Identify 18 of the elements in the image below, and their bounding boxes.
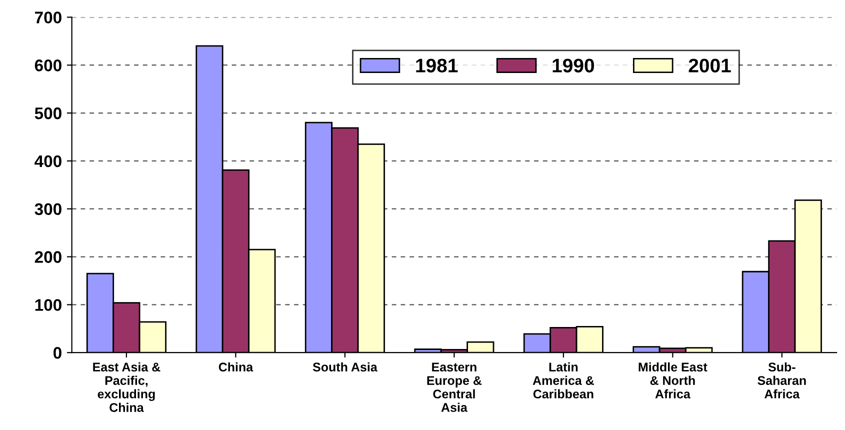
legend-label: 1981 [416, 58, 458, 72]
x-tick-label: Middle East & North Africa [638, 362, 708, 398]
y-tick-label: 100 [35, 299, 62, 311]
y-tick-label: 700 [35, 12, 62, 24]
legend-label: 2001 [688, 58, 731, 72]
x-tick-label: Eastern Europe & Central Asia [427, 362, 482, 412]
y-tick-label: 0 [53, 347, 62, 359]
y-tick-label: 400 [34, 155, 62, 168]
x-tick-label: Sub- Saharan Africa [758, 362, 806, 398]
y-tick-label: 200 [34, 251, 62, 263]
x-tick-label: East Asia & Pacific, excluding China [93, 362, 160, 412]
x-tick-label: China [218, 362, 254, 372]
legend-label: 1990 [552, 58, 594, 72]
y-tick-label: 500 [34, 107, 62, 120]
x-tick-label: South Asia [312, 362, 378, 372]
x-tick-label: Latin America & Caribbean [532, 362, 594, 398]
y-tick-label: 600 [34, 60, 62, 72]
y-tick-label: 300 [34, 203, 62, 216]
